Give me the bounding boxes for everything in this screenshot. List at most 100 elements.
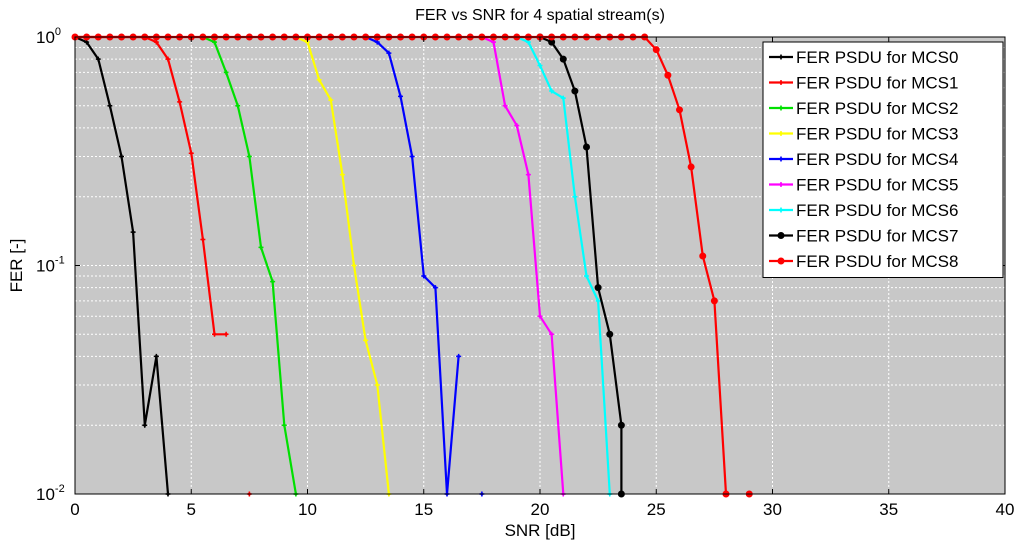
data-point-core	[131, 230, 135, 234]
data-point-core	[201, 237, 205, 241]
data-point-core	[573, 195, 577, 199]
data-point	[652, 46, 660, 54]
data-point	[777, 232, 785, 239]
data-point-core	[108, 104, 112, 108]
data-point	[559, 55, 567, 63]
chart-title: FER vs SNR for 4 spatial stream(s)	[415, 7, 665, 24]
series-line	[481, 35, 565, 495]
data-point-core	[526, 40, 530, 44]
data-point	[594, 284, 602, 292]
y-tick-label: 10-1	[36, 255, 65, 276]
data-point-core	[166, 57, 170, 61]
legend-entry: FER PSDU for MCS8	[769, 252, 958, 271]
x-tick-label: 0	[70, 500, 79, 519]
legend-label: FER PSDU for MCS2	[796, 99, 958, 118]
legend-label: FER PSDU for MCS5	[796, 176, 958, 195]
legend-label: FER PSDU for MCS7	[796, 227, 958, 246]
data-point-core	[585, 274, 588, 278]
data-point	[699, 252, 707, 260]
data-point-core	[561, 96, 565, 100]
legend-entry: FER PSDU for MCS3	[769, 125, 958, 144]
data-point-core	[433, 286, 437, 290]
data-point-core	[154, 354, 158, 358]
data-point-core	[779, 55, 783, 59]
data-point-core	[457, 354, 461, 358]
data-point	[777, 257, 785, 265]
data-point	[710, 297, 718, 305]
data-point-core	[779, 106, 783, 110]
data-point-core	[422, 274, 426, 278]
data-point-core	[96, 57, 100, 61]
data-point-core	[375, 40, 379, 44]
x-axis-label: SNR [dB]	[505, 521, 576, 540]
data-point	[676, 106, 683, 114]
legend-entry: FER PSDU for MCS4	[769, 150, 958, 169]
data-point-core	[364, 338, 368, 342]
y-axis-ticks: 100 10-1 10-2	[36, 26, 1005, 504]
grid-lines	[75, 37, 1005, 494]
x-axis-ticks: 0 5 10 15 20 25 30 35 40	[70, 37, 1014, 519]
data-point-core	[526, 173, 530, 177]
data-point	[571, 87, 579, 95]
x-tick-label: 25	[647, 500, 666, 519]
x-tick-label: 5	[187, 500, 196, 519]
data-point-core	[85, 40, 89, 44]
data-point-core	[375, 383, 379, 387]
data-point-core	[189, 151, 193, 155]
data-point-core	[213, 332, 216, 336]
data-point-core	[178, 100, 182, 104]
data-point	[606, 330, 614, 338]
x-tick-label: 40	[996, 500, 1015, 519]
legend-entry: FER PSDU for MCS7	[769, 227, 958, 246]
data-point-core	[306, 40, 309, 44]
data-point	[617, 421, 625, 429]
data-point-core	[120, 154, 123, 158]
legend-label: FER PSDU for MCS8	[796, 252, 958, 271]
x-tick-label: 30	[763, 500, 782, 519]
data-point-core	[779, 81, 783, 84]
data-point-core	[352, 264, 356, 267]
x-tick-label: 35	[879, 500, 898, 519]
legend-label: FER PSDU for MCS0	[796, 48, 958, 67]
data-point-core	[387, 51, 391, 55]
data-point-core	[143, 423, 147, 427]
data-point-core	[224, 332, 228, 336]
data-point-core	[550, 89, 554, 93]
legend-box	[762, 41, 1004, 278]
legend-entry: FER PSDU for MCS2	[769, 99, 958, 118]
data-point-core	[503, 104, 507, 108]
y-axis-label: FER [-]	[7, 239, 26, 293]
x-tick-label: 15	[414, 500, 433, 519]
data-point-core	[213, 40, 216, 44]
data-point-core	[340, 173, 344, 177]
data-point-core	[515, 123, 519, 127]
data-point-core	[259, 245, 263, 249]
legend-label: FER PSDU for MCS1	[796, 74, 958, 93]
data-point-core	[236, 104, 240, 108]
y-tick-label: 100	[36, 26, 61, 47]
data-point-core	[154, 40, 158, 44]
y-tick-label: 10-2	[36, 483, 65, 504]
data-point-core	[779, 132, 783, 135]
data-point-core	[538, 314, 542, 318]
data-point-core	[550, 332, 554, 336]
data-point	[664, 71, 672, 79]
data-point-core	[779, 183, 783, 186]
data-point-core	[399, 94, 402, 98]
legend-label: FER PSDU for MCS6	[796, 201, 958, 220]
legend: FER PSDU for MCS0 FER PSDU for MCS1 FER PS…	[762, 41, 1004, 278]
data-point-core	[329, 98, 333, 102]
data-point	[687, 163, 695, 171]
data-point-core	[247, 154, 251, 158]
legend-entry: FER PSDU for MCS5	[769, 176, 958, 195]
data-point-core	[779, 208, 783, 212]
data-point-core	[779, 157, 783, 161]
data-point-core	[596, 299, 600, 303]
legend-entry: FER PSDU for MCS0	[769, 48, 958, 67]
legend-entry: FER PSDU for MCS6	[769, 201, 958, 220]
legend-entry: FER PSDU for MCS1	[769, 74, 958, 93]
x-tick-label: 10	[298, 500, 317, 519]
data-point-core	[282, 423, 286, 427]
data-point	[583, 143, 590, 151]
